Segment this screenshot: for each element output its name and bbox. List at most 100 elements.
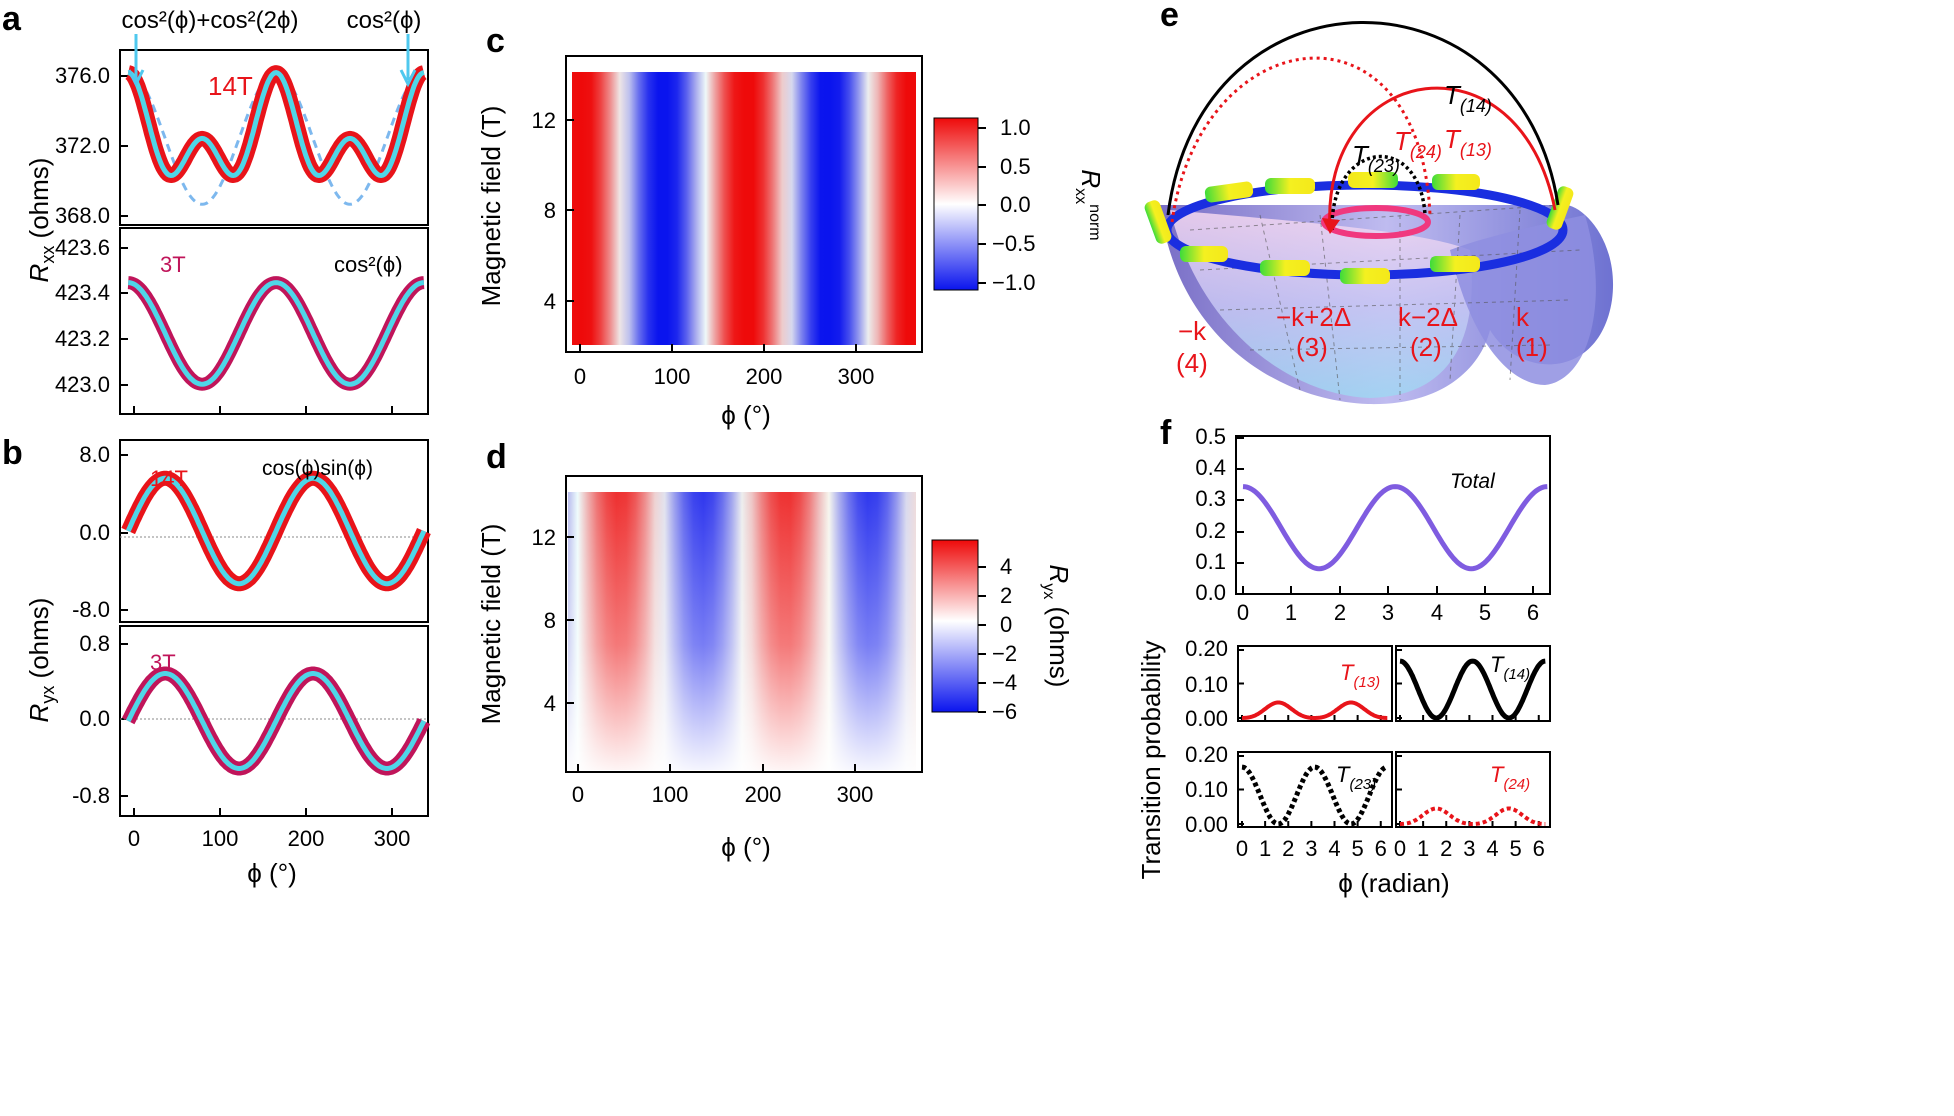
f-T24-label: T(24)	[1490, 762, 1530, 793]
a-bot-data-series	[127, 276, 425, 391]
d-xtick-0: 0	[572, 782, 584, 807]
panel-c-ticks	[566, 119, 857, 352]
d-xtick-300: 300	[837, 782, 874, 807]
d-xtick-100: 100	[652, 782, 689, 807]
transition-T14-arc	[1166, 21, 1560, 216]
c-cbtick-1: 0.5	[1000, 154, 1031, 179]
band-grid-lines	[1189, 204, 1581, 401]
panel-a-bottom-ticks	[120, 247, 393, 414]
b-bot-fit-curve	[125, 671, 427, 771]
d-ytick-12: 12	[532, 525, 556, 550]
label-T14: T(14)	[1444, 80, 1492, 116]
panel-b-xticks: 0 100 200 300	[128, 826, 410, 851]
f-sub-xtick-1-5: 5	[1509, 836, 1521, 861]
panel-label-d: d	[486, 438, 507, 476]
c-ytick-4: 4	[544, 289, 556, 314]
panel-label-f: f	[1160, 414, 1172, 452]
f-main-xtick-6: 6	[1527, 600, 1539, 625]
panel-c: 12 8 4 0 100 200 300 Magnetic field (T) …	[476, 55, 1106, 430]
a-bot-field-label: 3T	[160, 252, 186, 277]
state-4-n: (4)	[1176, 348, 1208, 378]
f-sub-xtick-1-6: 6	[1533, 836, 1545, 861]
b-top-field-label: 14T	[150, 466, 188, 491]
label-T13: T(13)	[1444, 124, 1492, 160]
f-sub-xtick-0-5: 5	[1351, 836, 1363, 861]
panel-c-heatmap	[572, 72, 916, 345]
a-right-arrow-head	[399, 69, 417, 88]
transition-T24-arc	[1170, 56, 1432, 223]
panel-a-ylabel: Rxx (ohms)	[24, 158, 58, 283]
c-ytick-12: 12	[532, 108, 556, 133]
ring-arrow-8	[1430, 256, 1480, 272]
state-2-k: k−2Δ	[1398, 302, 1458, 332]
panel-e: T(14) T(24) T(13) T(23) −k (4) −k+2Δ (3)…	[1144, 21, 1614, 405]
a-top-ytick-0: 376.0	[55, 63, 110, 88]
b-xtick-3: 300	[374, 826, 411, 851]
f-main-xtick-3: 3	[1382, 600, 1394, 625]
a-top-cos2-curve	[128, 71, 424, 206]
panel-d-colorbar	[931, 539, 979, 713]
c-ytick-8: 8	[544, 198, 556, 223]
f-main-ytick-2: 0.3	[1195, 486, 1226, 511]
f-total-curve	[1242, 484, 1548, 572]
panel-f: Transition probability 0.5 0.4 0.3 0.2 0…	[1136, 424, 1551, 898]
d-cbtick-2: 0	[1000, 612, 1012, 637]
f-T23-ytick-2: 0.00	[1185, 812, 1228, 837]
f-main-xtick-4: 4	[1431, 600, 1443, 625]
state-3-n: (3)	[1296, 332, 1328, 362]
f-T24-curve	[1400, 806, 1546, 826]
f-main-frame	[1235, 435, 1551, 595]
f-T13-ytick-0: 0.20	[1185, 636, 1228, 661]
f-sub-xtick-0-1: 1	[1259, 836, 1271, 861]
a-top-fit-curve	[127, 70, 425, 179]
ring-arrow-4	[1432, 174, 1480, 190]
d-cbtick-5: −6	[992, 699, 1017, 724]
f-main-xtick-2: 2	[1334, 600, 1346, 625]
b-bot-field-label: 3T	[150, 650, 176, 675]
panel-d-field-fade	[568, 492, 916, 770]
f-main-xtick-1: 1	[1285, 600, 1297, 625]
a-top-arrow-left-label: cos²(ϕ)+cos²(2ϕ)	[122, 7, 299, 34]
b-xtick-2: 200	[288, 826, 325, 851]
panel-d-frame	[565, 475, 923, 773]
panel-b-ylabel: Ryx (ohms)	[24, 598, 58, 723]
ring-arrow-1	[1204, 181, 1254, 203]
f-T23-label: T(23)	[1336, 762, 1376, 793]
panel-c-frame	[565, 55, 923, 353]
a-bot-ytick-2: 423.2	[55, 326, 110, 351]
panel-c-xlabel: ϕ (°)	[721, 400, 771, 430]
panel-d-colorbar-ticks	[978, 566, 986, 713]
f-T23-curve	[1241, 764, 1388, 827]
panel-d-xlabel: ϕ (°)	[721, 832, 771, 862]
panel-d: 12 8 4 0 100 200 300 Magnetic field (T) …	[476, 475, 1074, 862]
f-main-ticks	[1236, 437, 1534, 595]
f-main-ytick-4: 0.1	[1195, 549, 1226, 574]
panel-c-colorbar	[933, 117, 979, 291]
f-sub-xtick-0-4: 4	[1328, 836, 1340, 861]
f-sub-xtick-1-2: 2	[1440, 836, 1452, 861]
ring-arrow-7	[1340, 268, 1390, 284]
panel-a-bottom-frame	[119, 227, 429, 415]
f-main-xticklabels: 0 1 2 3 4 5 6	[1237, 600, 1539, 625]
panel-c-colorbar-label: Rxxnorm	[1072, 169, 1106, 240]
panel-label-e: e	[1160, 0, 1179, 34]
label-T24: T(24)	[1394, 126, 1442, 162]
a-top-ytick-1: 372.0	[55, 133, 110, 158]
state-4-k: −k	[1178, 316, 1207, 346]
f-sub-xtick-0-3: 3	[1305, 836, 1317, 861]
a-left-arrow-head	[127, 69, 145, 88]
b-bot-ytick-0: 0.8	[79, 631, 110, 656]
b-bot-ytick-2: -0.8	[72, 783, 110, 808]
b-top-ytick-0: 8.0	[79, 442, 110, 467]
f-T13-ytick-1: 0.10	[1185, 672, 1228, 697]
f-main-ytick-0: 0.5	[1195, 424, 1226, 449]
t13-arrowhead	[1322, 218, 1340, 234]
f-T14-curve	[1399, 658, 1546, 721]
f-sub-xtick-0-2: 2	[1282, 836, 1294, 861]
d-cbtick-3: −2	[992, 641, 1017, 666]
panel-a: Rxx (ohms) 376.0 372.0 368.0 14T cos²(ϕ)…	[24, 7, 430, 415]
panel-label-a: a	[2, 0, 22, 38]
d-ytick-8: 8	[544, 608, 556, 633]
